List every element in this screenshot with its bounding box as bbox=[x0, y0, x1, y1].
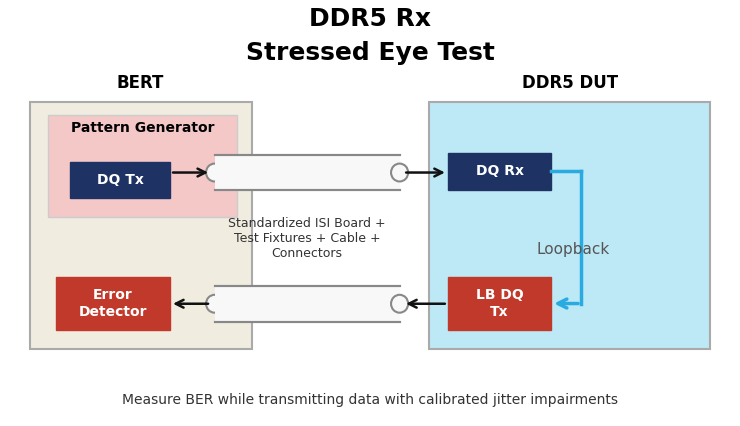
Ellipse shape bbox=[391, 295, 408, 313]
Text: DQ Rx: DQ Rx bbox=[476, 164, 523, 178]
FancyBboxPatch shape bbox=[448, 277, 551, 330]
FancyBboxPatch shape bbox=[48, 115, 237, 217]
FancyBboxPatch shape bbox=[448, 153, 551, 190]
Bar bbox=[215, 155, 400, 190]
Text: DDR5 DUT: DDR5 DUT bbox=[522, 74, 618, 92]
Bar bbox=[215, 286, 400, 322]
Text: Loopback: Loopback bbox=[536, 242, 610, 257]
Text: Error
Detector: Error Detector bbox=[78, 288, 147, 319]
Ellipse shape bbox=[206, 164, 223, 181]
Text: Stressed Eye Test: Stressed Eye Test bbox=[246, 41, 494, 65]
Text: DQ Tx: DQ Tx bbox=[97, 173, 144, 187]
Ellipse shape bbox=[206, 295, 223, 313]
FancyBboxPatch shape bbox=[70, 162, 170, 198]
Bar bbox=[215, 155, 400, 190]
Text: BERT: BERT bbox=[117, 74, 164, 92]
Text: LB DQ
Tx: LB DQ Tx bbox=[476, 288, 523, 319]
FancyBboxPatch shape bbox=[429, 102, 710, 349]
Text: DDR5 Rx: DDR5 Rx bbox=[309, 7, 431, 31]
Text: Standardized ISI Board +
Test Fixtures + Cable +
Connectors: Standardized ISI Board + Test Fixtures +… bbox=[228, 217, 386, 260]
Text: Pattern Generator: Pattern Generator bbox=[71, 121, 214, 135]
Text: Measure BER while transmitting data with calibrated jitter impairments: Measure BER while transmitting data with… bbox=[122, 394, 618, 407]
Ellipse shape bbox=[391, 164, 408, 181]
FancyBboxPatch shape bbox=[30, 102, 252, 349]
Bar bbox=[215, 286, 400, 322]
FancyBboxPatch shape bbox=[56, 277, 170, 330]
